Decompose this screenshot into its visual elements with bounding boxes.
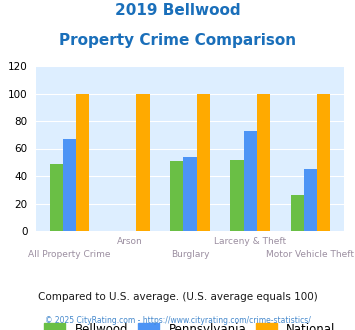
Text: 2019 Bellwood: 2019 Bellwood <box>115 3 240 18</box>
Bar <box>244 131 257 231</box>
Bar <box>63 139 76 231</box>
Bar <box>304 169 317 231</box>
Bar <box>76 93 89 231</box>
Bar <box>136 93 149 231</box>
Bar <box>230 159 244 231</box>
Bar <box>317 93 330 231</box>
Text: Burglary: Burglary <box>171 250 209 259</box>
Bar <box>50 164 63 231</box>
Bar <box>290 195 304 231</box>
Text: Compared to U.S. average. (U.S. average equals 100): Compared to U.S. average. (U.S. average … <box>38 292 317 302</box>
Text: Property Crime Comparison: Property Crime Comparison <box>59 33 296 48</box>
Bar <box>197 93 210 231</box>
Text: Larceny & Theft: Larceny & Theft <box>214 237 286 246</box>
Bar <box>257 93 270 231</box>
Text: © 2025 CityRating.com - https://www.cityrating.com/crime-statistics/: © 2025 CityRating.com - https://www.city… <box>45 316 310 325</box>
Legend: Bellwood, Pennsylvania, National: Bellwood, Pennsylvania, National <box>44 323 336 330</box>
Text: Arson: Arson <box>117 237 143 246</box>
Text: All Property Crime: All Property Crime <box>28 250 111 259</box>
Bar <box>183 157 197 231</box>
Bar <box>170 161 183 231</box>
Text: Motor Vehicle Theft: Motor Vehicle Theft <box>267 250 354 259</box>
